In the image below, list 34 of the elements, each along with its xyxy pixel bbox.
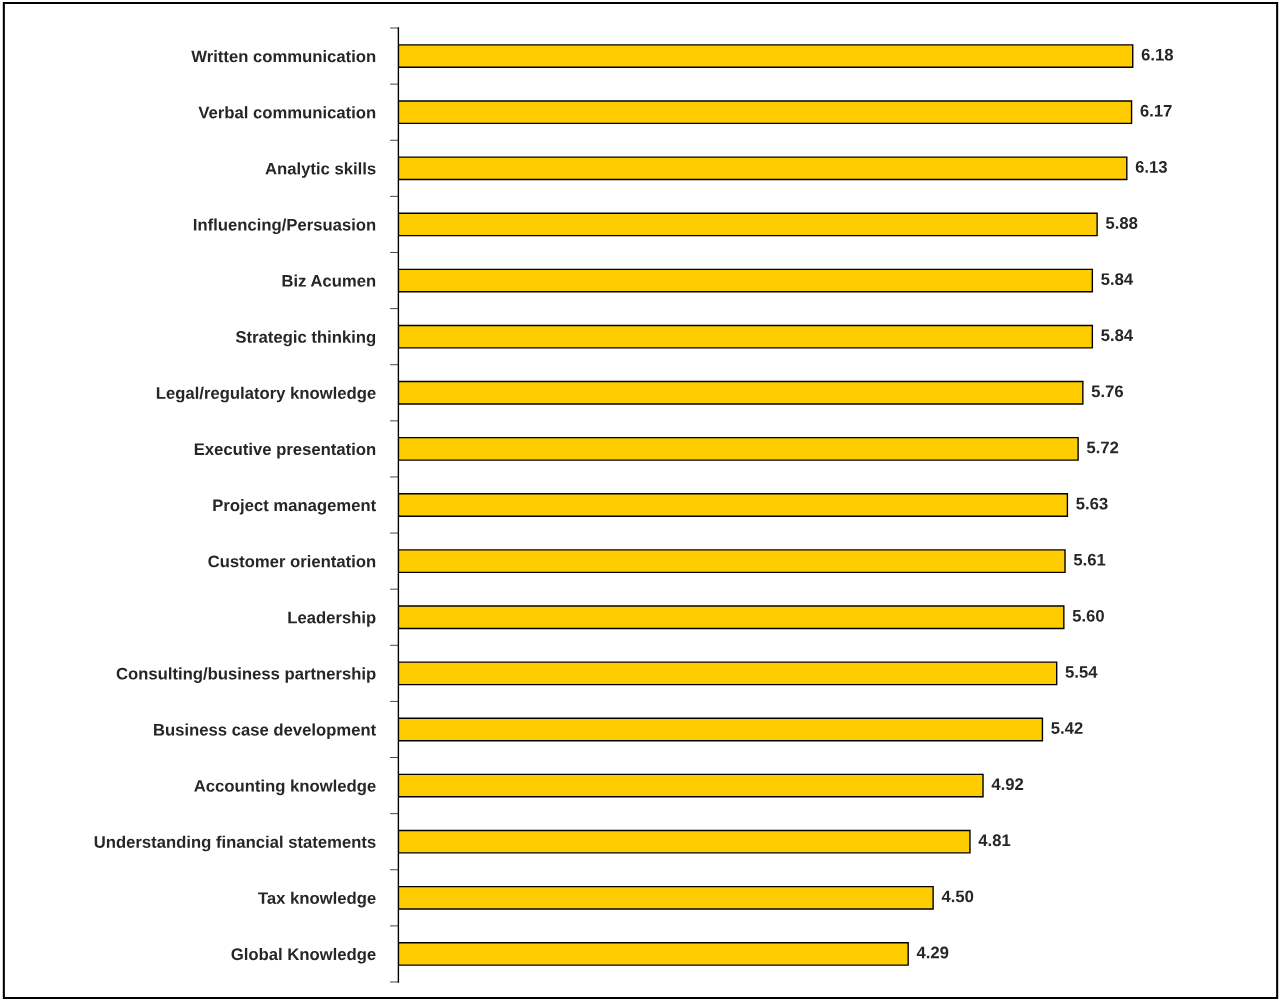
y-tick-label: Leadership bbox=[288, 611, 376, 627]
data-label: 5.54 bbox=[1065, 666, 1098, 678]
data-label: 5.72 bbox=[1086, 441, 1119, 454]
y-tick-label: Strategic thinking bbox=[235, 330, 376, 347]
data-label: 4.92 bbox=[991, 778, 1024, 791]
y-tick-label: Global Knowledge bbox=[231, 947, 376, 964]
data-label: 5.42 bbox=[1051, 722, 1083, 734]
data-label: 5.61 bbox=[1073, 553, 1106, 566]
y-tick-label: Verbal communication bbox=[198, 106, 376, 119]
y-tick-label: Influencing/Persuasion bbox=[193, 218, 376, 234]
y-tick-label: Tax knowledge bbox=[258, 891, 376, 908]
data-label: 5.84 bbox=[1101, 329, 1134, 342]
data-label: 6.13 bbox=[1135, 160, 1167, 173]
data-label: 6.18 bbox=[1141, 48, 1174, 61]
data-label: 5.76 bbox=[1091, 385, 1124, 398]
data-label: 5.84 bbox=[1101, 273, 1134, 286]
y-tick-label: Project management bbox=[213, 498, 376, 515]
data-label: 6.17 bbox=[1140, 104, 1172, 117]
y-tick-label: Understanding financial statements bbox=[94, 835, 376, 852]
y-tick-label: Accounting knowledge bbox=[194, 779, 376, 796]
y-tick-label: Consulting/business partnership bbox=[116, 667, 376, 683]
y-tick-label: Business case development bbox=[154, 723, 376, 739]
y-tick-label: Customer orientation bbox=[208, 555, 376, 568]
data-label: 5.63 bbox=[1076, 497, 1108, 510]
y-tick-label: Analytic skills bbox=[265, 162, 376, 178]
data-label: 4.29 bbox=[916, 946, 949, 959]
y-tick-label: Written communication bbox=[191, 50, 376, 63]
data-label: 4.50 bbox=[941, 890, 974, 903]
y-tick-label: Executive presentation bbox=[194, 442, 376, 459]
data-label: 4.81 bbox=[978, 834, 1011, 847]
y-tick-label: Biz Acumen bbox=[282, 274, 376, 287]
data-label: 5.60 bbox=[1072, 609, 1104, 622]
data-label: 5.88 bbox=[1105, 217, 1138, 229]
y-tick-label: Legal/regulatory knowledge bbox=[156, 386, 376, 403]
